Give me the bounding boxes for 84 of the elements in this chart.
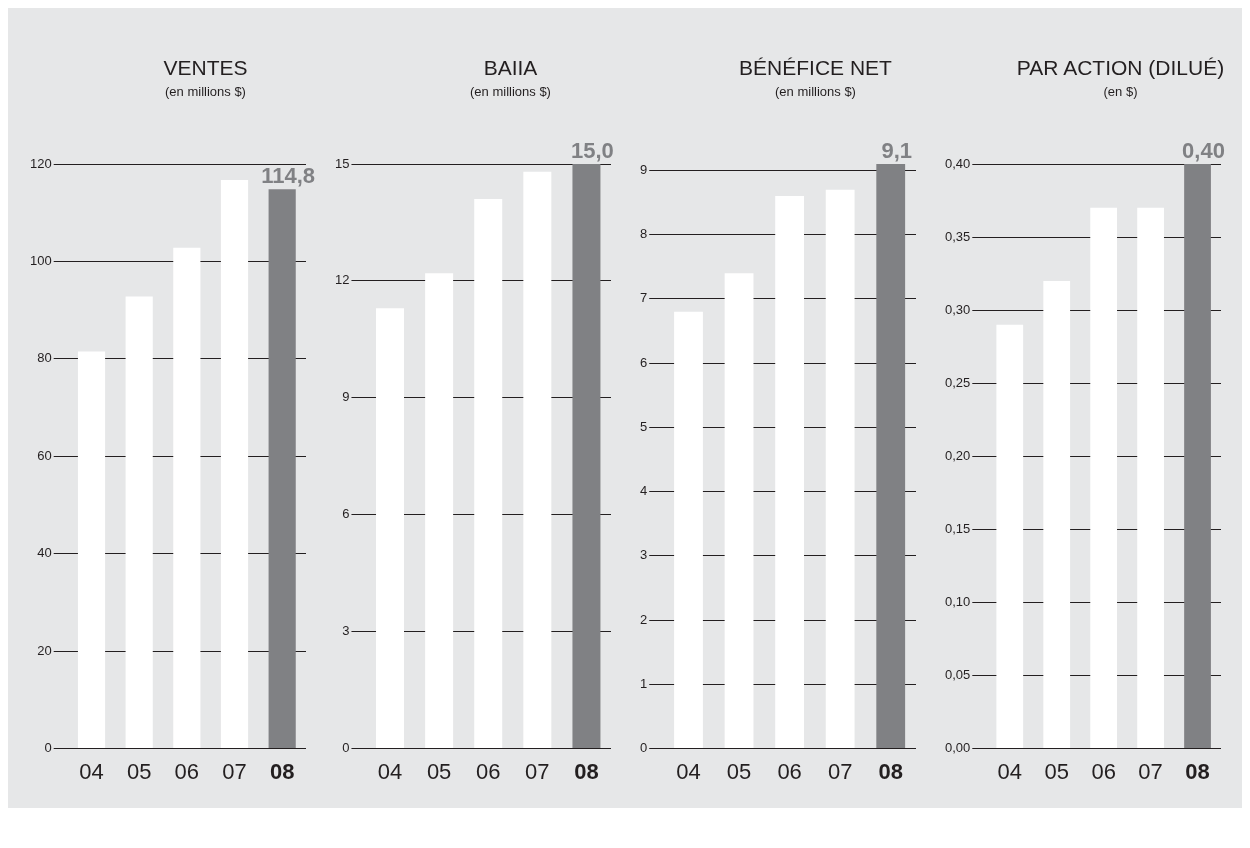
y-tick-label: 0,40 — [944, 155, 971, 171]
y-tick-label: 0,25 — [944, 374, 971, 390]
chart-title: PAR ACTION (DILUÉ) — [1015, 56, 1226, 80]
y-tick-label: 0,30 — [944, 301, 971, 317]
chart-title: BAIIA — [482, 56, 539, 80]
y-tick-label: 5 — [640, 418, 648, 434]
x-tick-label: 06 — [475, 758, 501, 784]
y-tick-label: 120 — [29, 155, 52, 171]
data-label: 15,0 — [571, 138, 614, 164]
x-tick-label: 06 — [174, 758, 200, 784]
y-tick-label: 20 — [37, 642, 52, 658]
y-tick-label: 0,05 — [944, 667, 971, 683]
x-tick-label: 07 — [827, 758, 853, 784]
chart-subtitle: (en millions $) — [774, 84, 857, 101]
bar — [1090, 207, 1118, 749]
y-tick-label: 7 — [640, 290, 648, 306]
x-tick-label: 04 — [377, 758, 403, 784]
bar — [220, 180, 249, 749]
y-tick-label: 0,35 — [944, 228, 971, 244]
y-tick-label: 2 — [640, 611, 648, 627]
chart-subtitle: (en millions $) — [164, 84, 247, 101]
y-tick-label: 9 — [342, 389, 350, 405]
chart-title: BÉNÉFICE NET — [738, 56, 893, 80]
y-tick-label: 8 — [640, 226, 648, 242]
y-tick-label: 80 — [37, 350, 52, 366]
bar — [996, 324, 1024, 749]
x-tick-label: 05 — [426, 758, 452, 784]
bar — [1043, 280, 1071, 749]
y-tick-label: 100 — [29, 253, 52, 269]
x-tick-label: 07 — [1138, 758, 1163, 784]
bar — [572, 164, 601, 749]
bar — [268, 189, 296, 749]
x-tick-label: 08 — [878, 758, 903, 784]
bar — [523, 171, 552, 749]
y-tick-label: 0,20 — [944, 447, 971, 463]
x-tick-label: 05 — [1044, 758, 1069, 784]
y-tick-label: 6 — [342, 506, 350, 522]
bar — [674, 311, 703, 749]
bar — [876, 164, 906, 749]
y-tick-label: 4 — [640, 483, 648, 499]
x-tick-label: 04 — [997, 758, 1023, 784]
bar — [425, 273, 454, 749]
bar — [376, 308, 405, 749]
y-tick-label: 0,10 — [944, 594, 971, 610]
chart-subtitle: (en millions $) — [469, 84, 552, 101]
bar — [1137, 207, 1164, 749]
data-label: 0,40 — [1182, 138, 1225, 164]
chart-subtitle: (en $) — [1102, 84, 1139, 101]
bar — [173, 247, 201, 749]
y-tick-label: 15 — [334, 155, 350, 171]
y-tick-label: 9 — [640, 162, 648, 177]
y-tick-label: 3 — [342, 623, 350, 639]
data-label: 9,1 — [881, 138, 913, 164]
data-label: 114,8 — [261, 163, 316, 189]
bar — [825, 189, 855, 749]
y-tick-label: 40 — [37, 545, 52, 561]
bar — [125, 296, 153, 749]
x-tick-label: 04 — [676, 758, 701, 784]
bar — [77, 351, 106, 749]
bar — [1184, 164, 1211, 749]
y-tick-label: 1 — [640, 675, 648, 691]
y-tick-label: 0,15 — [944, 520, 971, 536]
bar — [474, 199, 503, 749]
x-tick-label: 04 — [79, 758, 104, 784]
y-tick-label: 6 — [640, 354, 648, 370]
y-tick-label: 0,00 — [944, 740, 971, 756]
x-tick-label: 05 — [726, 758, 752, 784]
y-tick-label: 0 — [342, 740, 350, 756]
x-tick-label: 05 — [126, 758, 152, 784]
x-tick-label: 06 — [1091, 758, 1116, 784]
y-tick-label: 0 — [44, 740, 52, 756]
y-tick-label: 0 — [640, 740, 648, 756]
x-tick-label: 07 — [222, 758, 247, 784]
chart-title: VENTES — [162, 56, 249, 80]
x-tick-label: 08 — [574, 758, 599, 784]
x-tick-label: 06 — [777, 758, 802, 784]
bar — [775, 196, 805, 749]
x-tick-label: 08 — [1185, 758, 1210, 784]
y-tick-label: 3 — [640, 547, 648, 563]
x-tick-label: 07 — [525, 758, 550, 784]
x-tick-label: 08 — [269, 758, 295, 784]
bar — [724, 273, 754, 749]
y-tick-label: 12 — [334, 272, 350, 288]
y-tick-label: 60 — [37, 447, 52, 463]
